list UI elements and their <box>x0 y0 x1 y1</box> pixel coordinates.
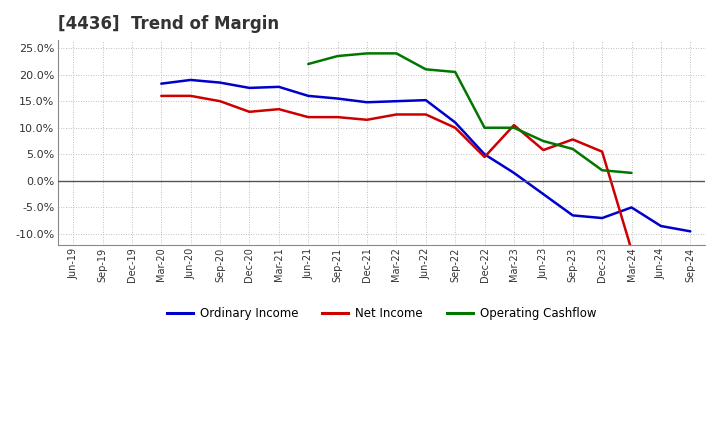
Legend: Ordinary Income, Net Income, Operating Cashflow: Ordinary Income, Net Income, Operating C… <box>163 302 601 325</box>
Text: [4436]  Trend of Margin: [4436] Trend of Margin <box>58 15 279 33</box>
